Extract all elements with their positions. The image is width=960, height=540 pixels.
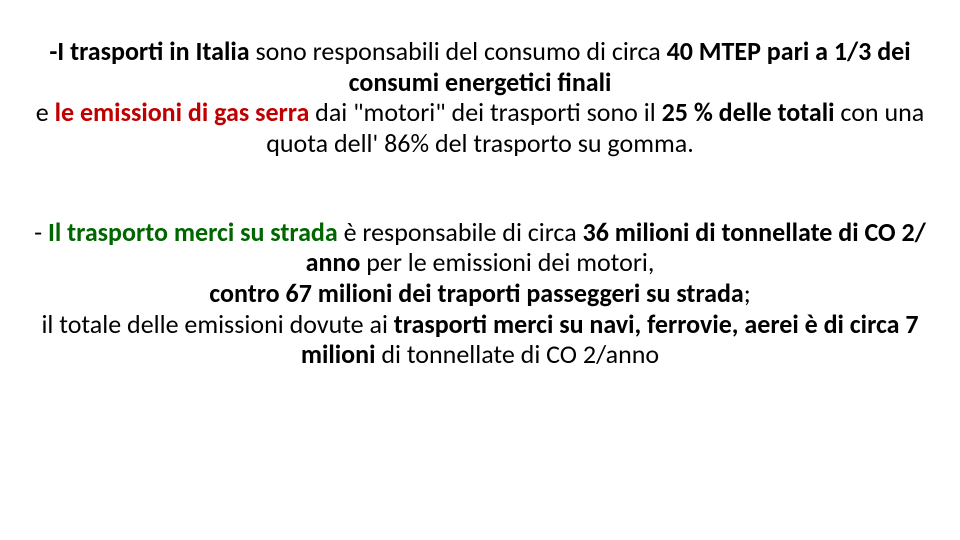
text: sono responsabili del consumo di circa bbox=[250, 35, 667, 67]
text: è responsabile di circa bbox=[338, 216, 583, 248]
paragraph-2: - Il trasporto merci su strada è respons… bbox=[30, 217, 930, 370]
text-bold: -I trasporti in Italia bbox=[49, 35, 249, 67]
text-bold: 25 % delle totali bbox=[662, 96, 835, 128]
text-green: Il trasporto merci su strada bbox=[48, 216, 338, 248]
text-bold: contro 67 milioni dei traporti passegger… bbox=[209, 277, 743, 309]
text: - bbox=[34, 216, 48, 248]
slide: -I trasporti in Italia sono responsabili… bbox=[0, 0, 960, 540]
paragraph-1: -I trasporti in Italia sono responsabili… bbox=[30, 36, 930, 159]
text: il totale delle emissioni dovute ai bbox=[41, 308, 393, 340]
text: e bbox=[36, 96, 55, 128]
text: ; bbox=[744, 277, 751, 309]
text: per le emissioni dei motori, bbox=[360, 246, 654, 278]
text: dai "motori" dei trasporti sono il bbox=[309, 96, 661, 128]
text-red: le emissioni di gas serra bbox=[55, 96, 310, 128]
text: di tonnellate di CO 2/anno bbox=[375, 338, 659, 370]
